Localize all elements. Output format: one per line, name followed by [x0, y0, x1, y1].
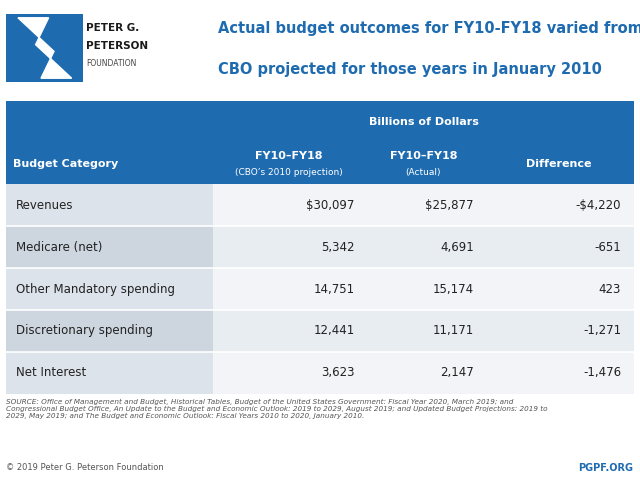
Text: 15,174: 15,174	[433, 283, 474, 296]
Text: © 2019 Peter G. Peterson Foundation: © 2019 Peter G. Peterson Foundation	[6, 464, 164, 472]
Text: 12,441: 12,441	[313, 324, 355, 337]
FancyBboxPatch shape	[483, 143, 634, 184]
Text: Difference: Difference	[525, 158, 591, 168]
Text: Other Mandatory spending: Other Mandatory spending	[16, 283, 175, 296]
Text: $25,877: $25,877	[425, 199, 474, 212]
Text: (Actual): (Actual)	[406, 168, 441, 177]
FancyBboxPatch shape	[6, 184, 213, 226]
Text: 4,691: 4,691	[440, 240, 474, 254]
Text: 423: 423	[598, 283, 621, 296]
Text: CBO projected for those years in January 2010: CBO projected for those years in January…	[218, 62, 602, 77]
Text: -1,476: -1,476	[583, 366, 621, 379]
Text: 2,147: 2,147	[440, 366, 474, 379]
FancyBboxPatch shape	[213, 268, 634, 310]
FancyBboxPatch shape	[213, 184, 634, 226]
Text: 14,751: 14,751	[314, 283, 355, 296]
FancyBboxPatch shape	[6, 143, 213, 184]
FancyBboxPatch shape	[6, 14, 83, 82]
Text: 3,623: 3,623	[321, 366, 355, 379]
FancyBboxPatch shape	[213, 226, 634, 268]
FancyBboxPatch shape	[6, 268, 213, 310]
Text: -$4,220: -$4,220	[575, 199, 621, 212]
Text: PETERSON: PETERSON	[86, 41, 148, 51]
FancyBboxPatch shape	[364, 143, 483, 184]
Text: PGPF.ORG: PGPF.ORG	[579, 463, 634, 473]
FancyBboxPatch shape	[6, 310, 213, 352]
FancyBboxPatch shape	[213, 310, 634, 352]
Text: Medicare (net): Medicare (net)	[16, 240, 102, 254]
Text: -651: -651	[595, 240, 621, 254]
FancyBboxPatch shape	[6, 101, 213, 143]
Polygon shape	[18, 18, 72, 78]
Text: $30,097: $30,097	[306, 199, 355, 212]
Text: Budget Category: Budget Category	[13, 158, 118, 168]
Text: PETER G.: PETER G.	[86, 23, 140, 33]
Text: FOUNDATION: FOUNDATION	[86, 59, 137, 68]
Text: -1,271: -1,271	[583, 324, 621, 337]
FancyBboxPatch shape	[6, 352, 213, 394]
FancyBboxPatch shape	[6, 226, 213, 268]
Text: Billions of Dollars: Billions of Dollars	[369, 117, 479, 127]
Text: SOURCE: Office of Management and Budget, Historical Tables, Budget of the United: SOURCE: Office of Management and Budget,…	[6, 398, 548, 419]
Text: (CBO’s 2010 projection): (CBO’s 2010 projection)	[235, 168, 342, 177]
Text: FY10–FY18: FY10–FY18	[255, 151, 323, 161]
FancyBboxPatch shape	[213, 143, 364, 184]
FancyBboxPatch shape	[213, 101, 634, 143]
Text: Net Interest: Net Interest	[16, 366, 86, 379]
Text: 11,171: 11,171	[433, 324, 474, 337]
Text: Revenues: Revenues	[16, 199, 74, 212]
Text: Actual budget outcomes for FY10-FY18 varied from what: Actual budget outcomes for FY10-FY18 var…	[218, 22, 640, 36]
Text: Discretionary spending: Discretionary spending	[16, 324, 153, 337]
Text: 5,342: 5,342	[321, 240, 355, 254]
FancyBboxPatch shape	[213, 352, 634, 394]
Text: FY10–FY18: FY10–FY18	[390, 151, 457, 161]
